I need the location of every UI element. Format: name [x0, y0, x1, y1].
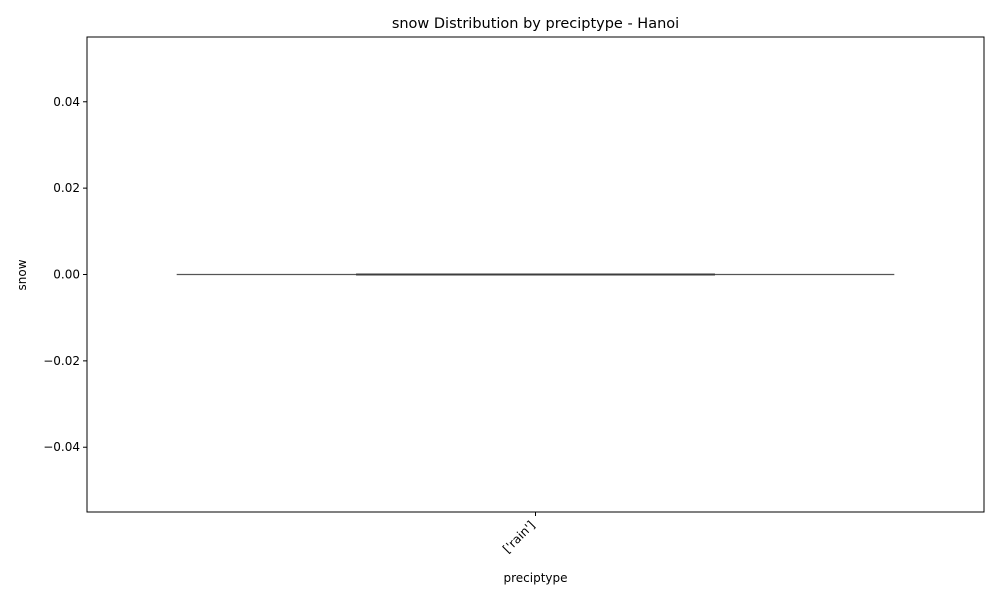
- y-axis-ticks: −0.04 −0.02 0.00 0.02 0.04: [43, 95, 87, 454]
- violin-marks: [176, 273, 895, 276]
- x-tick-label: ['rain']: [500, 518, 538, 556]
- y-tick-label: 0.00: [53, 268, 80, 282]
- chart-title: snow Distribution by preciptype - Hanoi: [392, 16, 679, 32]
- y-axis-label: snow: [15, 259, 29, 290]
- y-tick-label: −0.02: [43, 354, 80, 368]
- y-tick-label: 0.04: [53, 95, 80, 109]
- x-axis-label: preciptype: [503, 571, 567, 585]
- y-tick-label: 0.02: [53, 181, 80, 195]
- x-axis-ticks: ['rain']: [500, 512, 538, 556]
- y-tick-label: −0.04: [43, 440, 80, 454]
